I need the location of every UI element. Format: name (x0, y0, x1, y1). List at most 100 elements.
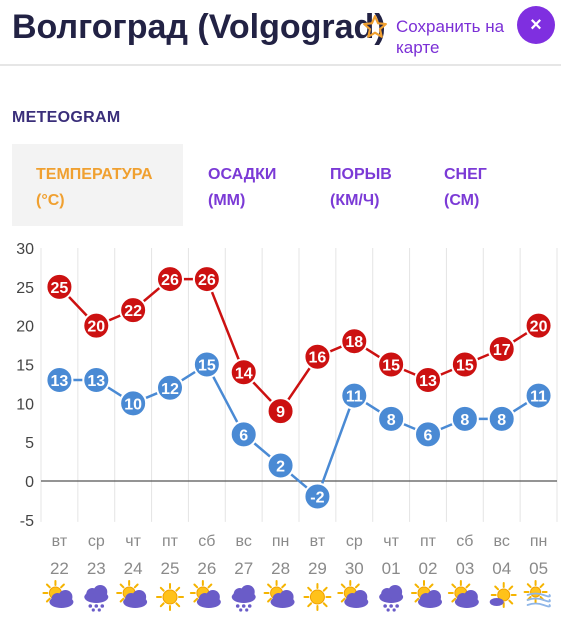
partly-cloudy-icon (447, 580, 479, 608)
min-temperature-point (414, 420, 442, 449)
tab-snow[interactable]: СНЕГ (СМ) (444, 144, 524, 226)
weekday-label: вс (494, 533, 510, 550)
min-temperature-point (229, 420, 258, 449)
date-label: 28 (271, 559, 290, 578)
rain-cloud-icon (84, 585, 109, 612)
date-label: 30 (345, 559, 364, 578)
min-temperature-point (487, 404, 516, 433)
rain-cloud-icon (231, 585, 256, 612)
y-tick-label: 15 (16, 358, 34, 375)
weekday-label: вс (236, 533, 252, 550)
tab-precipitation-unit: (ММ) (208, 192, 246, 209)
max-temperature-point (377, 350, 406, 379)
min-temperature-value-label: 13 (87, 373, 105, 390)
max-temperature-point (450, 350, 479, 379)
partly-cloudy-icon (42, 580, 74, 608)
date-label: 27 (234, 559, 253, 578)
tab-gust[interactable]: ПОРЫВ (КМ/Ч) (330, 144, 430, 226)
weekday-label: ср (88, 533, 105, 550)
tab-temperature-label: ТЕМПЕРАТУРА (36, 166, 153, 183)
sun-icon (303, 583, 332, 611)
max-temperature-point (82, 311, 111, 340)
star-icon[interactable] (362, 14, 388, 40)
max-temperature-point (524, 311, 553, 340)
weekday-label: пт (420, 533, 437, 550)
max-temperature-value-label: 15 (456, 358, 474, 375)
y-tick-label: -5 (20, 513, 34, 530)
min-temperature-point (45, 366, 74, 395)
min-temperature-point (266, 451, 295, 480)
min-temperature-value-label: 11 (346, 389, 363, 406)
max-temperature-value-label: 9 (276, 404, 285, 421)
date-label: 04 (492, 559, 511, 578)
min-temperature-value-label: 6 (424, 427, 433, 444)
max-temperature-point (303, 342, 332, 371)
max-temperature-value-label: 22 (124, 303, 142, 320)
max-temperature-value-label: 17 (493, 342, 511, 359)
min-temperature-value-label: -2 (310, 490, 324, 507)
max-temperature-point (487, 334, 516, 363)
tab-temperature[interactable]: ТЕМПЕРАТУРА (°C) (12, 144, 183, 226)
max-temperature-value-label: 25 (51, 280, 69, 297)
partly-cloudy-icon (189, 580, 221, 608)
min-temperature-value-label: 15 (198, 358, 216, 375)
max-temperature-point (266, 397, 295, 426)
save-to-map[interactable]: Сохранить на карте (362, 14, 512, 60)
min-temperature-value-label: 2 (276, 458, 285, 475)
tab-precipitation-label: ОСАДКИ (208, 166, 277, 183)
max-temperature-value-label: 13 (419, 373, 437, 390)
max-temperature-point (192, 265, 221, 294)
max-temperature-point (414, 366, 442, 395)
date-label: 23 (87, 559, 106, 578)
wind-icon (523, 580, 551, 608)
sun-icon (156, 583, 184, 611)
max-temperature-point (45, 272, 74, 301)
max-temperature-value-label: 14 (235, 365, 253, 382)
min-temperature-value-label: 10 (124, 396, 142, 413)
close-button[interactable]: × (517, 6, 555, 44)
weekday-label: чт (125, 533, 141, 550)
tab-snow-unit: (СМ) (444, 192, 480, 209)
date-label: 01 (382, 559, 401, 578)
min-temperature-point (156, 373, 184, 402)
weekday-label: чт (383, 533, 399, 550)
max-temperature-value-label: 20 (530, 319, 548, 336)
weekday-label: пт (162, 533, 179, 550)
weekday-label: вт (310, 533, 326, 550)
partly-cloudy-icon (116, 580, 148, 608)
weekday-label: пн (272, 533, 290, 550)
section-title: METEOGRAM (12, 109, 121, 126)
max-temperature-point (229, 358, 258, 387)
y-tick-label: 5 (25, 435, 34, 452)
header: Волгоград (Volgograd) Сохранить на карте… (0, 0, 561, 66)
tab-snow-label: СНЕГ (444, 166, 487, 183)
y-tick-label: 30 (16, 241, 34, 258)
min-temperature-value-label: 8 (460, 412, 469, 429)
weekday-label: пн (530, 533, 548, 550)
max-temperature-value-label: 18 (345, 334, 363, 351)
max-temperature-point (119, 296, 148, 325)
weekday-label: сб (198, 533, 215, 550)
min-temperature-value-label: 12 (161, 381, 179, 398)
min-temperature-point (524, 381, 553, 410)
date-label: 26 (197, 559, 216, 578)
save-to-map-link[interactable]: Сохранить на карте (396, 17, 505, 57)
rain-cloud-icon (379, 585, 404, 612)
date-label: 03 (455, 559, 474, 578)
max-temperature-value-label: 20 (87, 319, 105, 336)
min-temperature-point (377, 404, 406, 433)
tab-precipitation[interactable]: ОСАДКИ (ММ) (208, 144, 318, 226)
tab-bar: ТЕМПЕРАТУРА (°C) ОСАДКИ (ММ) ПОРЫВ (КМ/Ч… (12, 144, 561, 226)
min-temperature-point (303, 482, 332, 511)
date-label: 22 (50, 559, 69, 578)
date-label: 02 (419, 559, 438, 578)
min-temperature-value-label: 11 (530, 389, 547, 406)
y-tick-label: 20 (16, 319, 34, 336)
min-temperature-point (340, 381, 369, 410)
min-temperature-point (450, 404, 479, 433)
max-temperature-point (340, 327, 369, 356)
max-temperature-value-label: 26 (161, 272, 179, 289)
date-label: 24 (124, 559, 143, 578)
y-tick-label: 25 (16, 280, 34, 297)
